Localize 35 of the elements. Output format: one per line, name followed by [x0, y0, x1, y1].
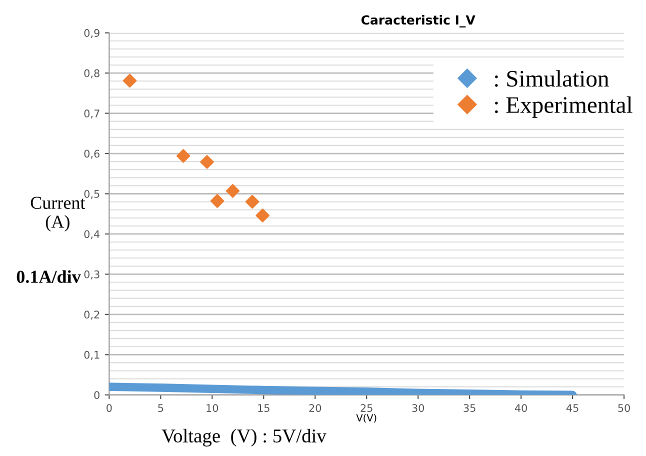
chart-title: Caracteristic I_V — [361, 15, 476, 28]
point — [245, 194, 260, 209]
text: Voltage (V) : 5V/div — [162, 428, 326, 447]
y-tick-label: 0,6 — [84, 150, 100, 159]
y-tick-label: 0,7 — [84, 110, 100, 118]
point — [210, 194, 224, 208]
point — [256, 208, 270, 222]
y-tick-label: 0,1 — [84, 350, 100, 360]
y-tick-label: 0,2 — [84, 310, 100, 320]
y-tick-label: 0,4 — [84, 230, 100, 240]
x-tick-label: 40 — [514, 404, 527, 412]
x-tick-label: 30 — [412, 404, 424, 412]
x-tick-label: 10 — [206, 404, 218, 412]
x-tick-label: 35 — [464, 404, 476, 412]
x-tick-label: 50 — [618, 404, 630, 412]
point — [122, 74, 137, 88]
x-tick-label: 45 — [566, 404, 578, 412]
point — [200, 155, 214, 169]
y-tick-label: 0,8 — [84, 69, 100, 78]
x-tick-label: 0 — [106, 404, 112, 412]
y-tick-label: 0,9 — [84, 29, 100, 38]
x-tick-label: 25 — [360, 404, 372, 412]
point — [226, 184, 240, 198]
x-tick-label: 15 — [258, 404, 270, 412]
point — [176, 149, 190, 163]
x-axis-title: V(V) — [356, 414, 376, 423]
y-tick-label: 0,5 — [84, 190, 100, 199]
text: 0.1A/div — [16, 270, 81, 283]
legend-label: : Simulation — [495, 70, 609, 87]
y-tick-label: 0 — [94, 391, 100, 399]
y-tick-label: 0,3 — [84, 270, 100, 280]
x-tick-label: 5 — [158, 404, 164, 412]
y-axis-title: Current (A) — [30, 196, 86, 232]
x-tick-label: 20 — [309, 404, 322, 412]
legend-label: : Experimental — [495, 96, 632, 118]
